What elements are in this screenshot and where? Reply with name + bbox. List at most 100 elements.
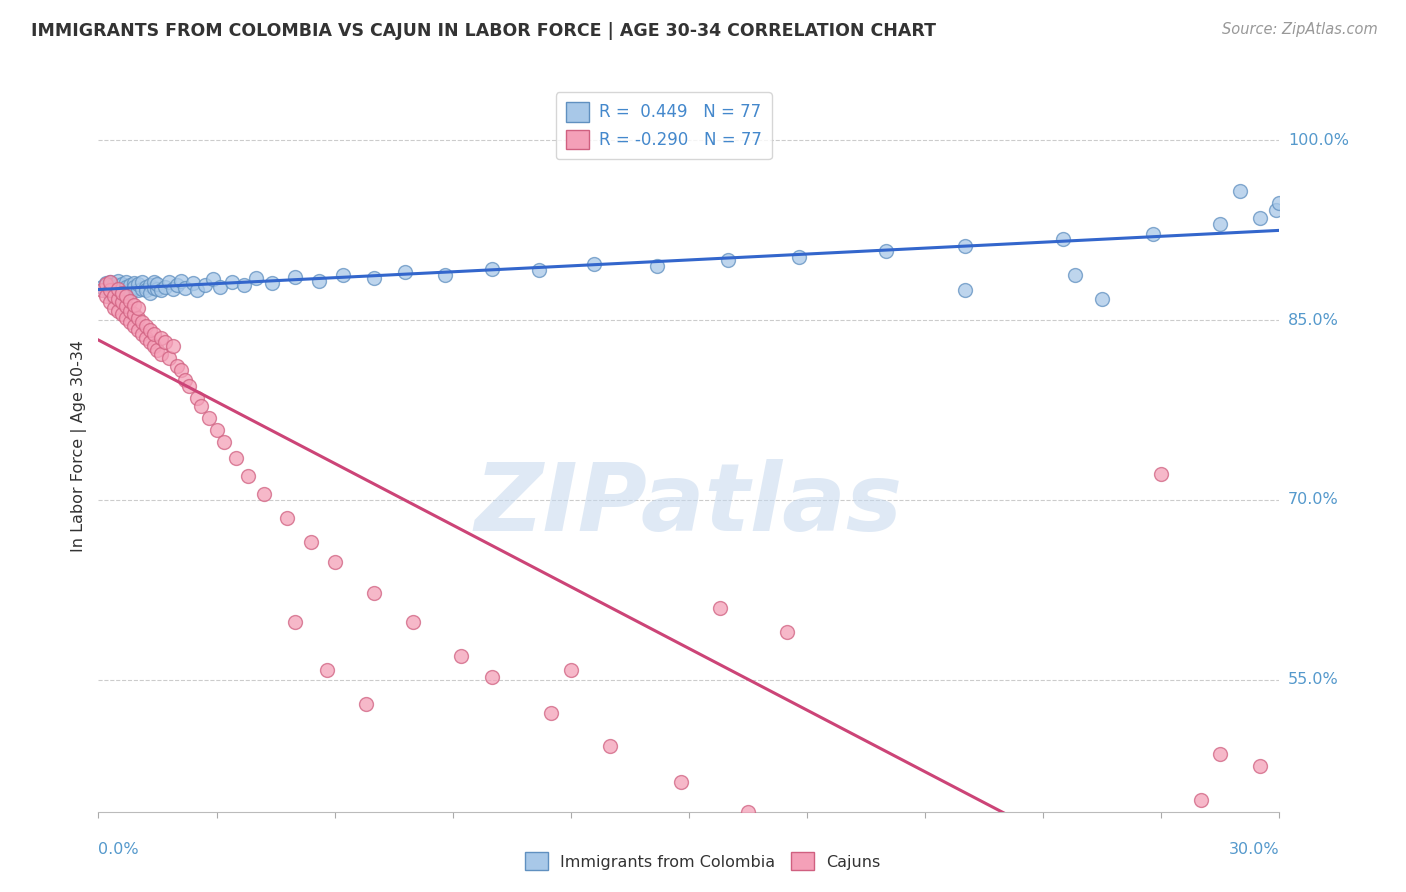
Point [299, 535, 322, 549]
Point [91, 283, 114, 297]
Point [225, 450, 247, 465]
Point [98, 283, 121, 297]
Point [363, 271, 385, 285]
Point [115, 289, 138, 303]
Point [127, 277, 149, 292]
Point [118, 316, 141, 330]
Point [1209, 747, 1232, 761]
Point [131, 275, 153, 289]
Point [146, 277, 169, 292]
Point [354, 697, 377, 711]
Point [174, 373, 197, 387]
Point [284, 269, 307, 284]
Point [138, 278, 160, 293]
Point [1150, 467, 1173, 481]
Point [170, 273, 193, 287]
Point [260, 276, 283, 290]
Point [787, 250, 810, 264]
Point [142, 327, 165, 342]
Point [111, 288, 134, 302]
Point [647, 259, 669, 273]
Point [96, 277, 118, 292]
Point [1249, 759, 1271, 773]
Point [481, 261, 503, 276]
Point [308, 273, 330, 287]
Point [103, 301, 125, 315]
Point [103, 289, 125, 303]
Point [135, 331, 157, 345]
Point [186, 391, 208, 405]
Point [450, 648, 472, 663]
Point [894, 874, 917, 888]
Point [201, 272, 224, 286]
Text: 85.0%: 85.0% [1288, 312, 1339, 327]
Point [103, 282, 125, 296]
Point [284, 615, 307, 630]
Point [122, 279, 145, 293]
Point [142, 281, 165, 295]
Point [111, 285, 134, 300]
Point [221, 275, 243, 289]
Point [1189, 793, 1212, 807]
Point [118, 293, 141, 308]
Point [127, 301, 149, 315]
Text: 55.0%: 55.0% [1288, 673, 1339, 688]
Point [98, 275, 121, 289]
Point [481, 670, 503, 684]
Point [599, 739, 621, 753]
Point [583, 257, 606, 271]
Point [107, 273, 129, 287]
Point [276, 511, 298, 525]
Point [1063, 268, 1085, 282]
Point [162, 339, 184, 353]
Point [190, 400, 212, 414]
Point [181, 276, 204, 290]
Point [323, 555, 346, 569]
Point [98, 295, 121, 310]
Point [174, 281, 197, 295]
Point [118, 278, 141, 293]
Point [98, 286, 121, 301]
Point [122, 282, 145, 296]
Point [953, 239, 976, 253]
Point [402, 615, 425, 630]
Point [111, 307, 134, 321]
Point [135, 283, 157, 297]
Point [394, 265, 416, 279]
Point [1249, 211, 1271, 226]
Point [529, 262, 551, 277]
Point [103, 283, 125, 297]
Point [146, 343, 169, 357]
Point [118, 285, 141, 300]
Point [162, 282, 184, 296]
Point [115, 299, 138, 313]
Legend: Immigrants from Colombia, Cajuns: Immigrants from Colombia, Cajuns [519, 846, 887, 877]
Point [186, 283, 208, 297]
Point [122, 276, 145, 290]
Point [363, 586, 385, 600]
Point [205, 424, 228, 438]
Point [138, 334, 160, 349]
Y-axis label: In Labor Force | Age 30-34: In Labor Force | Age 30-34 [72, 340, 87, 552]
Point [115, 279, 138, 293]
Point [107, 278, 129, 293]
Point [875, 244, 897, 258]
Point [669, 774, 692, 789]
Point [433, 268, 456, 282]
Text: 100.0%: 100.0% [1288, 133, 1348, 148]
Point [96, 276, 118, 290]
Point [111, 295, 134, 310]
Point [157, 275, 180, 289]
Point [131, 316, 153, 330]
Point [122, 319, 145, 334]
Text: ZIPatlas: ZIPatlas [475, 458, 903, 550]
Point [540, 706, 562, 721]
Point [166, 278, 188, 293]
Point [98, 275, 121, 289]
Point [214, 435, 236, 450]
Text: 30.0%: 30.0% [1229, 842, 1279, 857]
Text: 70.0%: 70.0% [1288, 492, 1339, 508]
Point [815, 838, 838, 853]
Point [131, 282, 153, 296]
Point [111, 277, 134, 292]
